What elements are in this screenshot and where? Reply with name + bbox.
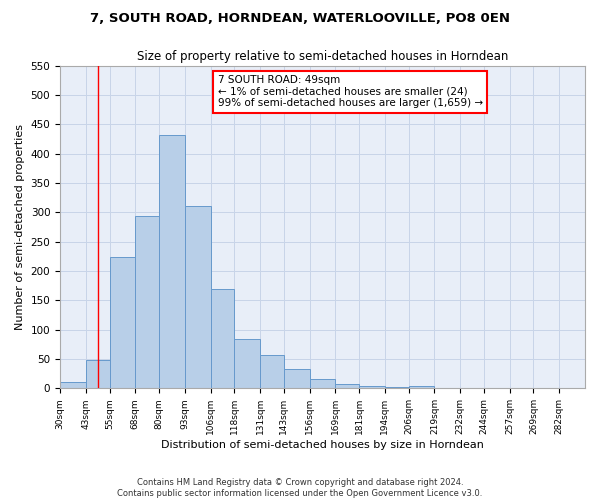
Text: 7 SOUTH ROAD: 49sqm
← 1% of semi-detached houses are smaller (24)
99% of semi-de: 7 SOUTH ROAD: 49sqm ← 1% of semi-detache… xyxy=(218,75,482,108)
Bar xyxy=(385,387,409,388)
Bar xyxy=(159,135,185,388)
Bar xyxy=(60,382,86,388)
Bar xyxy=(409,386,434,388)
Bar xyxy=(136,216,159,388)
Bar xyxy=(260,355,284,388)
Bar xyxy=(359,386,385,388)
Title: Size of property relative to semi-detached houses in Horndean: Size of property relative to semi-detach… xyxy=(137,50,508,63)
Y-axis label: Number of semi-detached properties: Number of semi-detached properties xyxy=(15,124,25,330)
Bar xyxy=(310,379,335,388)
Bar xyxy=(86,360,110,388)
Bar xyxy=(185,206,211,388)
X-axis label: Distribution of semi-detached houses by size in Horndean: Distribution of semi-detached houses by … xyxy=(161,440,484,450)
Bar xyxy=(335,384,359,388)
Text: Contains HM Land Registry data © Crown copyright and database right 2024.
Contai: Contains HM Land Registry data © Crown c… xyxy=(118,478,482,498)
Bar xyxy=(211,288,235,388)
Bar xyxy=(284,369,310,388)
Bar xyxy=(235,339,260,388)
Bar xyxy=(110,257,136,388)
Text: 7, SOUTH ROAD, HORNDEAN, WATERLOOVILLE, PO8 0EN: 7, SOUTH ROAD, HORNDEAN, WATERLOOVILLE, … xyxy=(90,12,510,26)
